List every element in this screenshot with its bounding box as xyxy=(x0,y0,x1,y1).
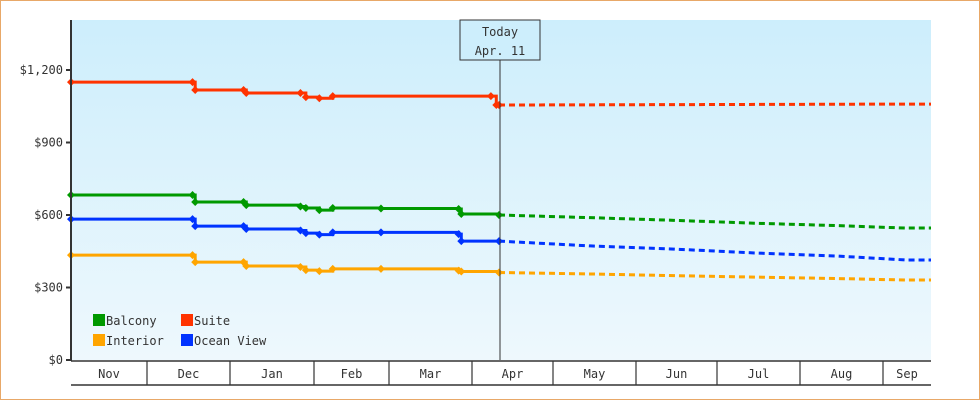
legend-item-interior[interactable]: Interior xyxy=(93,334,164,348)
x-axis-months: Nov Dec Jan Feb Mar Apr May Jun Jul Aug Sep xyxy=(71,360,931,386)
data-point[interactable] xyxy=(242,201,251,210)
legend-label: Ocean View xyxy=(194,334,267,348)
data-point[interactable] xyxy=(328,203,337,212)
data-point[interactable] xyxy=(242,261,251,270)
data-point[interactable] xyxy=(328,228,337,237)
today-label: Today xyxy=(482,25,518,39)
y-tick-label: $900 xyxy=(34,136,63,150)
month-label-feb: Feb xyxy=(341,367,363,381)
month-label-mar: Mar xyxy=(420,367,442,381)
legend-swatch-icon xyxy=(93,314,105,326)
data-point[interactable] xyxy=(191,86,200,95)
data-point[interactable] xyxy=(328,264,337,273)
month-label-dec: Dec xyxy=(178,367,200,381)
legend-label: Interior xyxy=(106,334,164,348)
data-point[interactable] xyxy=(486,92,495,101)
data-point[interactable] xyxy=(301,266,310,275)
legend-swatch-icon xyxy=(181,334,193,346)
month-label-jun: Jun xyxy=(666,367,688,381)
y-tick-label: $300 xyxy=(34,281,63,295)
forecast-line xyxy=(498,239,931,262)
y-tick-label: $1,200 xyxy=(20,63,63,77)
data-point[interactable] xyxy=(301,203,310,212)
data-point[interactable] xyxy=(457,210,466,219)
data-point[interactable] xyxy=(296,226,305,235)
y-axis-ticks: $0 $300 $600 $900 $1,200 xyxy=(20,63,71,367)
month-label-may: May xyxy=(584,367,606,381)
data-point[interactable] xyxy=(296,262,305,271)
legend-item-ocean-view[interactable]: Ocean View xyxy=(181,334,267,348)
today-marker: Today Apr. 11 xyxy=(459,19,541,360)
data-point[interactable] xyxy=(188,251,197,260)
data-point[interactable] xyxy=(376,228,385,237)
legend-item-suite[interactable]: Suite xyxy=(181,314,230,328)
legend: Balcony Suite Interior Ocean View xyxy=(93,314,267,348)
month-label-apr: Apr xyxy=(502,367,524,381)
data-point[interactable] xyxy=(457,237,466,246)
data-point[interactable] xyxy=(191,258,200,267)
data-point[interactable] xyxy=(376,264,385,273)
data-point[interactable] xyxy=(376,204,385,213)
data-point[interactable] xyxy=(188,190,197,199)
y-tick-label: $0 xyxy=(49,353,63,367)
data-point[interactable] xyxy=(242,88,251,97)
data-point[interactable] xyxy=(242,225,251,234)
plot-area xyxy=(71,20,931,360)
legend-label: Balcony xyxy=(106,314,157,328)
legend-item-balcony[interactable]: Balcony xyxy=(93,314,157,328)
data-point[interactable] xyxy=(188,78,197,87)
month-label-jul: Jul xyxy=(748,367,770,381)
series-interior xyxy=(67,251,931,282)
month-label-nov: Nov xyxy=(98,367,120,381)
legend-swatch-icon xyxy=(181,314,193,326)
data-point[interactable] xyxy=(454,230,463,239)
data-point[interactable] xyxy=(191,197,200,206)
month-label-aug: Aug xyxy=(831,367,853,381)
data-point[interactable] xyxy=(301,93,310,102)
data-point[interactable] xyxy=(315,230,324,239)
data-point[interactable] xyxy=(315,267,324,276)
series-suite xyxy=(67,78,931,110)
legend-swatch-icon xyxy=(93,334,105,346)
y-tick-label: $600 xyxy=(34,208,63,222)
forecast-line xyxy=(498,271,931,282)
forecast-line xyxy=(498,213,931,230)
data-point[interactable] xyxy=(191,222,200,231)
month-label-sep: Sep xyxy=(896,367,918,381)
data-point[interactable] xyxy=(296,88,305,97)
data-point[interactable] xyxy=(328,92,337,101)
data-point[interactable] xyxy=(457,267,466,276)
series-ocean-view xyxy=(67,215,931,262)
data-point[interactable] xyxy=(315,94,324,103)
forecast-line xyxy=(498,102,931,107)
legend-label: Suite xyxy=(194,314,230,328)
month-label-jan: Jan xyxy=(261,367,283,381)
data-point[interactable] xyxy=(315,206,324,215)
data-point[interactable] xyxy=(188,215,197,224)
data-point[interactable] xyxy=(301,229,310,238)
today-date: Apr. 11 xyxy=(475,44,526,58)
today-label-box xyxy=(459,19,541,61)
